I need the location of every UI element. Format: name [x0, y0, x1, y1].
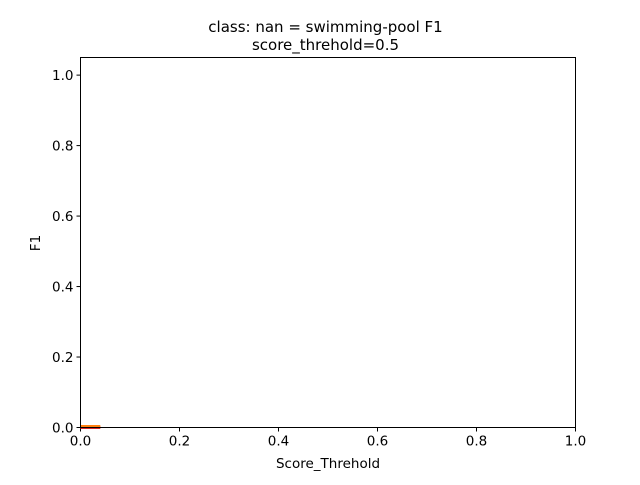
plot-area-frame: [80, 57, 576, 428]
y-axis-label: F1: [28, 235, 44, 251]
y-tick-label: 0.8: [52, 139, 73, 155]
chart-title: class: nan = swimming-pool F1: [208, 18, 442, 36]
y-tick-label: 0.0: [52, 421, 73, 437]
x-axis-label: Score_Threhold: [276, 456, 380, 472]
x-tick-label: 1.0: [565, 434, 586, 450]
y-tick-label: 1.0: [52, 68, 73, 84]
y-tick-label: 0.6: [52, 209, 73, 225]
x-tick-label: 0.6: [367, 434, 388, 450]
y-tick-label: 0.4: [52, 280, 73, 296]
x-tick-label: 0.0: [70, 434, 91, 450]
x-tick-label: 0.4: [268, 434, 289, 450]
chart-subtitle: score_threhold=0.5: [252, 36, 399, 55]
x-tick-label: 0.2: [169, 434, 190, 450]
y-tick-label: 0.2: [52, 350, 73, 366]
y-axis-ticks: 0.0 0.2 0.4 0.6 0.8 1.0: [52, 68, 81, 437]
x-axis-ticks: 0.0 0.2 0.4 0.6 0.8 1.0: [70, 427, 586, 450]
x-tick-label: 0.8: [466, 434, 487, 450]
